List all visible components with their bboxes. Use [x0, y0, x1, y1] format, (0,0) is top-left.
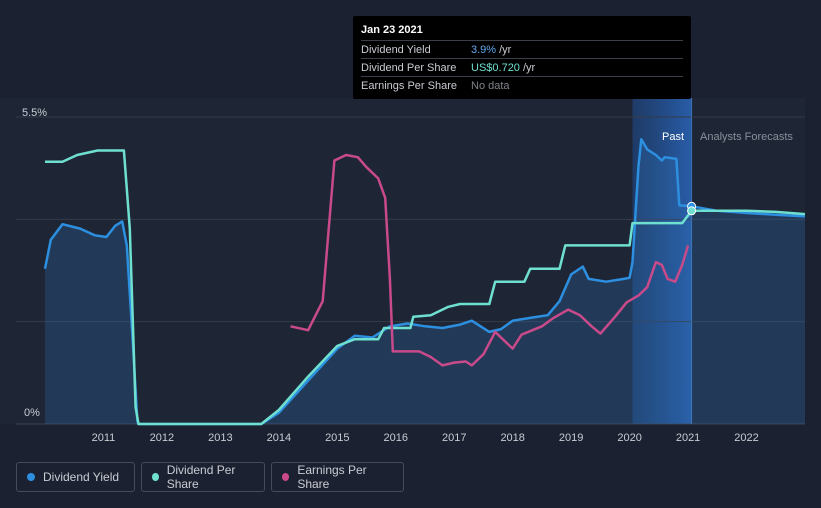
- x-tick-label: 2019: [559, 432, 583, 444]
- x-tick-label: 2021: [676, 432, 700, 444]
- tooltip-label: Dividend Per Share: [361, 61, 457, 74]
- x-tick-label: 2014: [267, 432, 291, 444]
- series-area-0: [45, 139, 805, 425]
- tooltip-unit: /yr: [522, 61, 536, 74]
- y-axis-top-label: 5.5%: [22, 107, 47, 119]
- dividend-yield-dot-icon: [27, 473, 35, 481]
- dividend-per-share-dot-icon: [152, 473, 159, 481]
- x-axis-ticks: 2011 2012 2013 2014 2015 2016 2017 2018 2019 2020…: [92, 432, 759, 444]
- series-line-2: [290, 153, 690, 367]
- y-axis-bottom-label: 0%: [24, 407, 40, 419]
- series-line-0: [43, 138, 806, 426]
- tooltip-row-dividend-yield: Dividend Yield 3.9% /yr: [361, 40, 683, 58]
- marker-dot-1: [687, 206, 697, 216]
- x-tick-label: 2022: [734, 432, 758, 444]
- tooltip-date: Jan 23 2021: [361, 24, 423, 36]
- tooltip-label: Earnings Per Share: [361, 79, 457, 92]
- legend-label: Dividend Per Share: [166, 463, 236, 491]
- tooltip-value: US$0.720: [471, 61, 520, 74]
- tooltip-label: Dividend Yield: [361, 43, 431, 56]
- plot-layers: [0, 98, 806, 426]
- x-tick-label: 2011: [92, 432, 116, 444]
- tooltip-row-earnings-per-share: Earnings Per Share No data: [361, 76, 683, 94]
- x-tick-label: 2018: [500, 432, 524, 444]
- x-tick-label: 2015: [325, 432, 349, 444]
- analysts-forecasts-label: Analysts Forecasts: [700, 131, 793, 143]
- legend-earnings-per-share[interactable]: Earnings Per Share: [271, 462, 404, 492]
- x-tick-label: 2013: [208, 432, 232, 444]
- legend-dividend-per-share[interactable]: Dividend Per Share: [141, 462, 265, 492]
- series-line-1: [45, 149, 806, 426]
- tooltip-row-dividend-per-share: Dividend Per Share US$0.720 /yr: [361, 58, 683, 76]
- x-tick-label: 2017: [442, 432, 466, 444]
- x-tick-label: 2012: [150, 432, 174, 444]
- legend-label: Earnings Per Share: [297, 463, 367, 491]
- tooltip-unit: /yr: [499, 43, 512, 56]
- tooltip-value: 3.9%: [471, 43, 497, 56]
- legend-dividend-yield[interactable]: Dividend Yield: [16, 462, 135, 492]
- tooltip-value: No data: [471, 79, 510, 92]
- earnings-per-share-dot-icon: [282, 473, 290, 481]
- legend-label: Dividend Yield: [43, 470, 120, 484]
- tooltip: Jan 23 2021 Dividend Yield 3.9% /yr Divi…: [353, 16, 691, 99]
- x-tick-label: 2020: [617, 432, 641, 444]
- x-tick-label: 2016: [384, 432, 408, 444]
- past-highlight-band: [632, 98, 692, 424]
- past-label: Past: [662, 131, 684, 143]
